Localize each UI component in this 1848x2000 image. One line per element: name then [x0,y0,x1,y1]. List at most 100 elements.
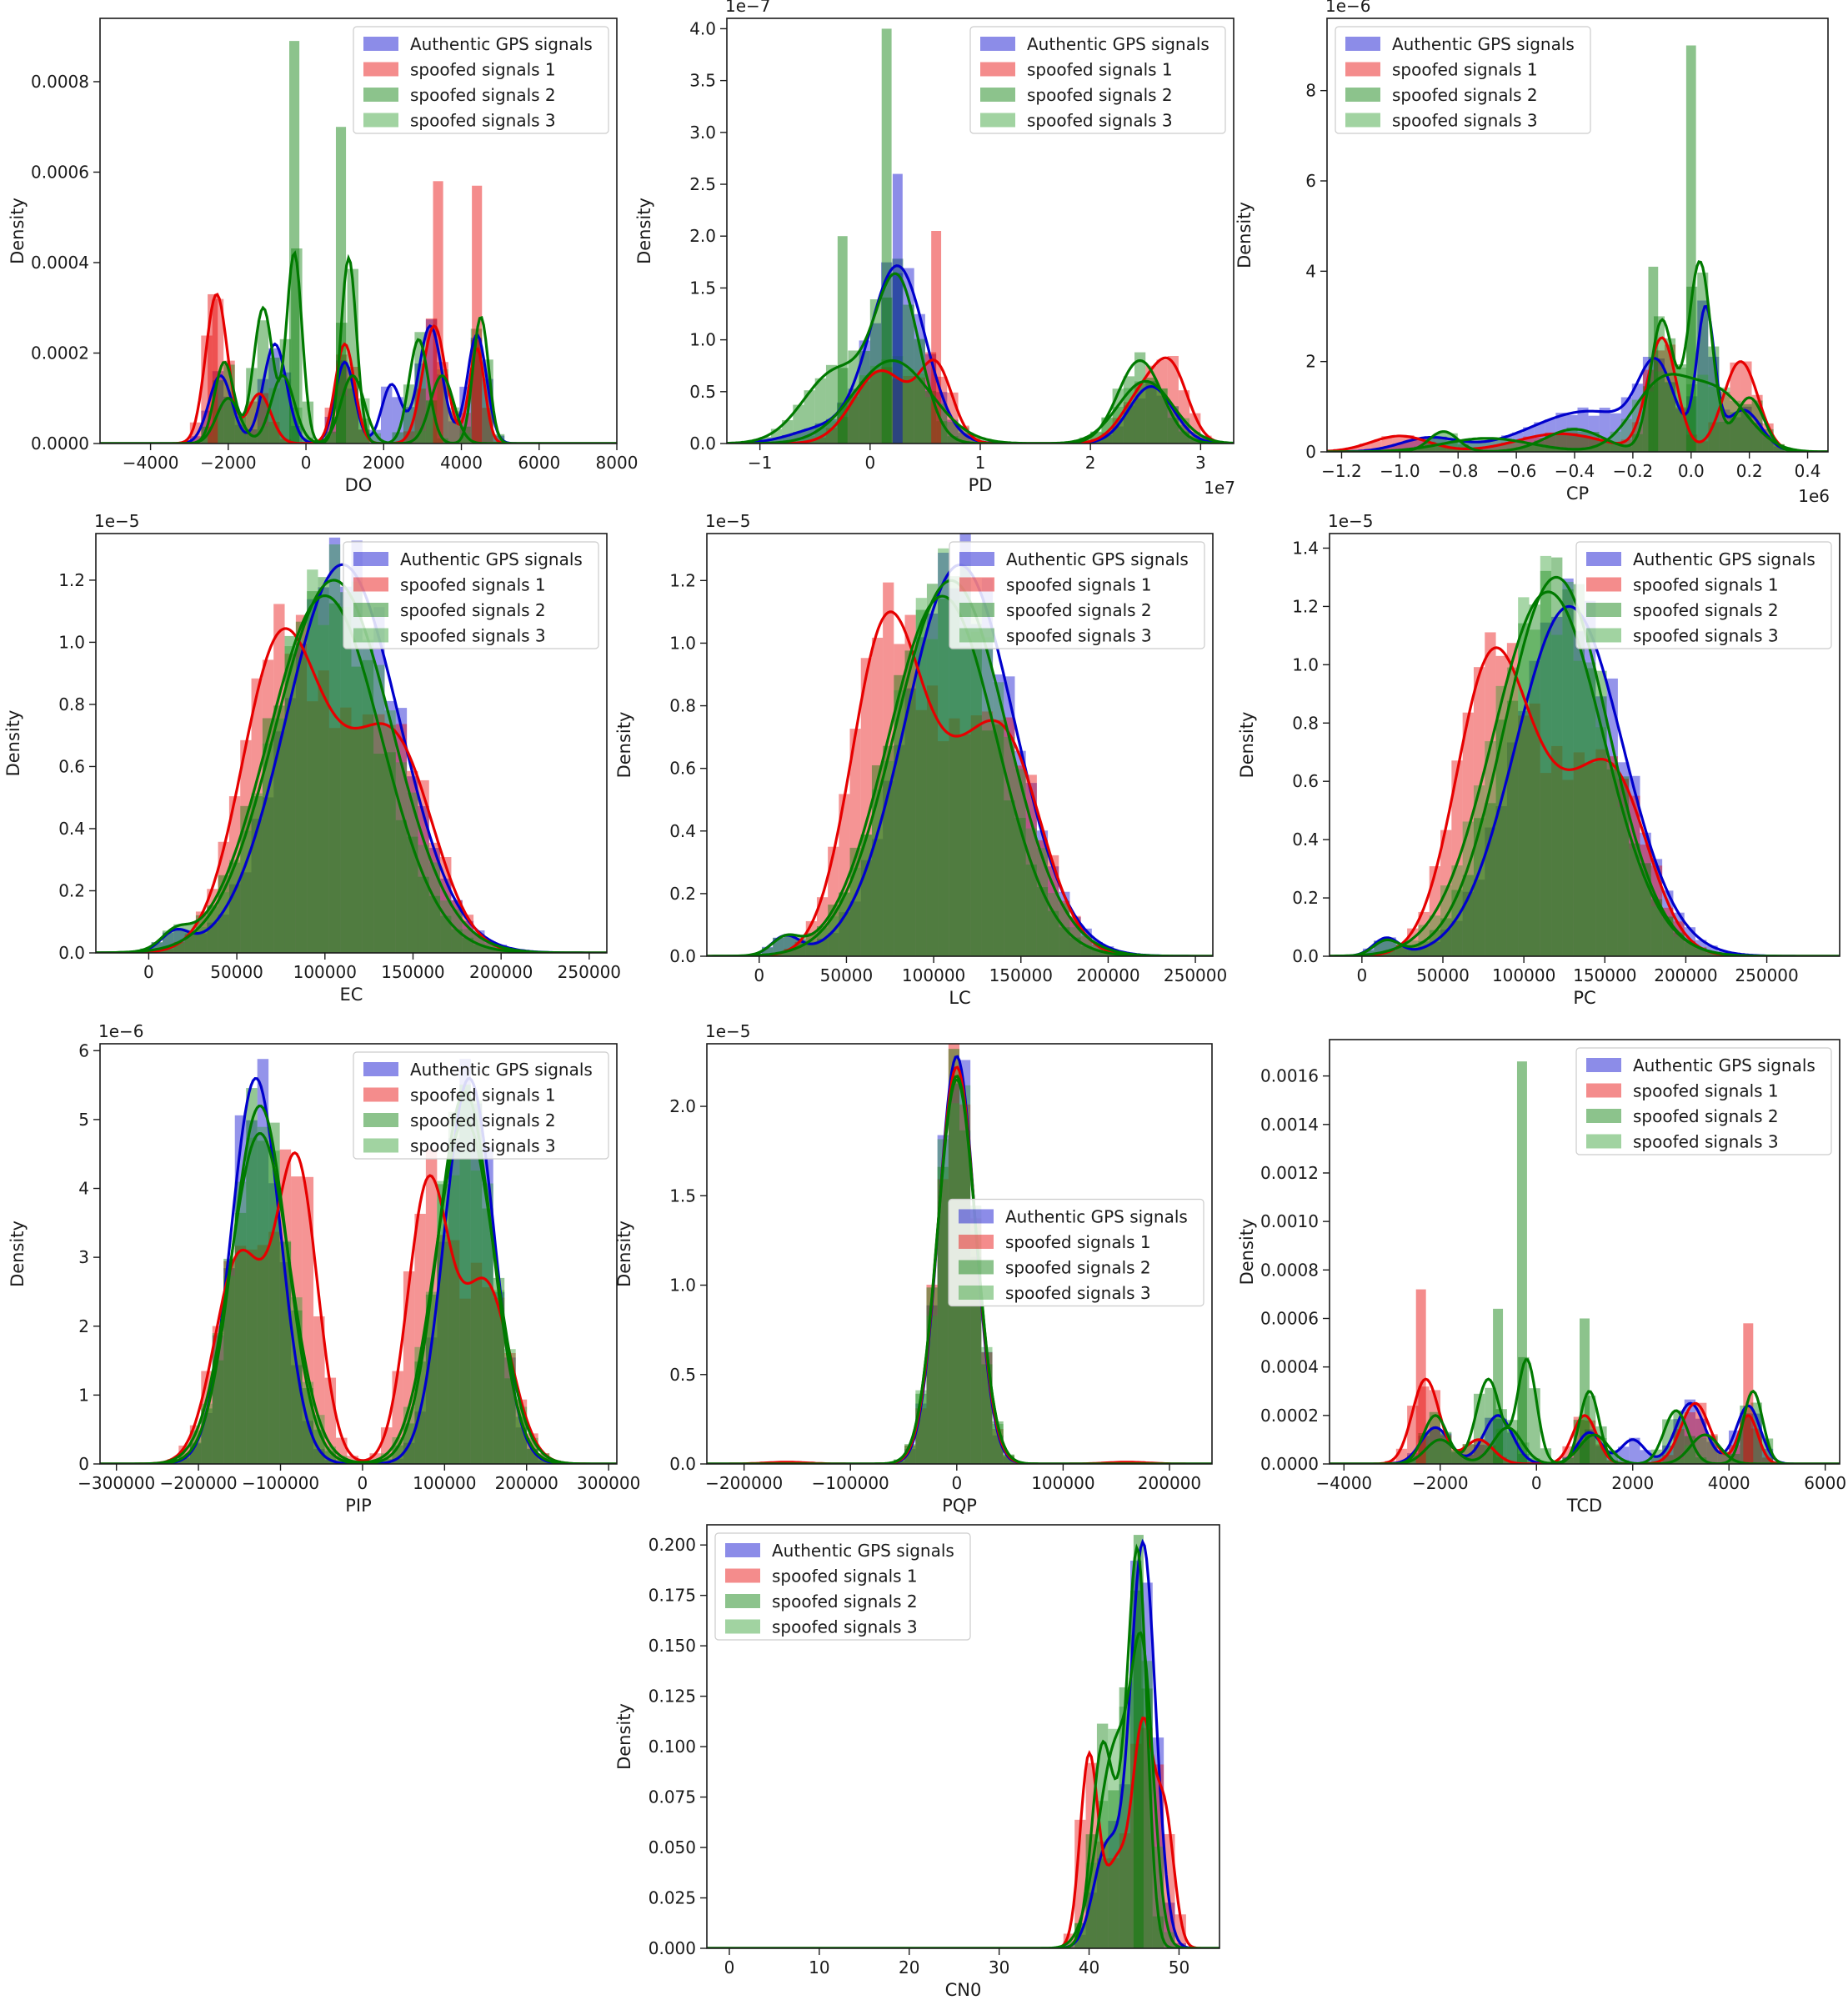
histogram-bar [1540,555,1552,956]
histogram-bar [1451,920,1463,956]
histogram-bar [318,670,329,953]
legend-label: Authentic GPS signals [1005,1206,1188,1226]
bars-series-3 [750,576,1125,956]
y-tick-label: 0.0 [58,943,85,963]
histogram-bar [218,892,229,953]
histogram-bar [1617,806,1630,956]
histogram-bar [340,586,352,953]
histogram-bar [328,603,341,953]
legend-swatch [363,113,398,128]
histogram-bar [462,929,474,953]
y-tick-label: 0.0000 [31,434,89,454]
legend-label: Authentic GPS signals [1392,34,1575,54]
histogram-bar [1518,715,1530,956]
histogram-bar [1392,444,1404,452]
x-tick-label: 0.4 [1795,461,1821,481]
histogram-bar [1665,382,1676,452]
y-axis-label: Density [1235,202,1255,268]
histogram-bar [1595,696,1607,956]
legend-swatch [1586,1083,1621,1098]
y-tick-label: 8 [1305,81,1316,101]
histogram-bar [883,760,894,956]
histogram-bar [1495,806,1507,956]
legend-label: spoofed signals 1 [1005,1232,1151,1252]
histogram-bar [251,819,263,953]
histogram-bar-peak [433,181,443,444]
histogram-bar [993,682,1004,956]
legend-frame [969,26,1226,134]
legend-label: Authentic GPS signals [410,1060,593,1080]
histogram-bar [1617,1460,1630,1464]
histogram-bar [212,1360,224,1464]
y-tick-label: 1.0 [58,632,85,652]
chart-pc: 0 50000 100000 150000 200000 250000 0.0 0.2 0.4 0… [1237,511,1840,1008]
histogram-bar [328,544,341,953]
legend-label: spoofed signals 1 [1392,60,1538,80]
histogram-bar-peak [472,185,483,444]
histogram-bar [504,1378,516,1464]
histogram-bar [883,780,894,956]
histogram-bar [1540,773,1552,956]
histogram-bar [1004,800,1015,956]
histogram-bar [223,1261,235,1464]
histogram-bar [1025,865,1037,956]
chart-ec: 0 50000 100000 150000 200000 250000 0.0 0.2 0.4 0… [3,511,621,1005]
histogram-bar [1130,1590,1142,1948]
histogram-bar [981,578,994,956]
legend-swatch [959,1209,994,1224]
histogram-bar [1573,752,1585,956]
x-tick-label: 50000 [210,962,263,982]
histogram-bar [218,914,229,953]
histogram-bar [1069,927,1081,956]
histogram-bar [970,1256,982,1464]
histogram-bar [1555,448,1567,452]
histogram-bar [1048,893,1059,956]
histogram-bar [1740,361,1752,452]
histogram-bar [347,1456,358,1464]
histogram-bar [1620,419,1632,452]
histogram-bar [1665,382,1676,452]
histogram-bar [949,576,960,956]
y-tick-label: 0.0012 [1260,1163,1319,1183]
histogram-bar [1610,443,1621,452]
histogram-bar [189,436,202,444]
histogram-bar [428,862,441,953]
x-axis-label: CP [1566,484,1589,504]
histogram-bar [1134,398,1146,444]
histogram-bar [418,876,429,953]
x-tick-label: −4000 [1315,1473,1372,1493]
histogram-bar [246,1088,258,1464]
x-tick-label: 300000 [577,1473,640,1493]
y-axis-label: Density [614,1703,634,1770]
y-exponent-label: 1e−7 [725,0,771,16]
histogram-bar [914,373,925,444]
histogram-bar [993,724,1004,956]
histogram-bar [1585,668,1596,956]
histogram-bar [959,646,971,956]
histogram-bar [470,1170,483,1464]
histogram-bar [195,933,208,953]
histogram-bar [1429,930,1441,956]
legend-swatch [1345,37,1380,51]
histogram-bar [1606,678,1618,956]
histogram-bar [418,805,429,953]
histogram-bar [1686,383,1698,452]
histogram-bar [1414,447,1425,452]
kde-line-series-4 [100,1118,617,1464]
histogram-bar [1629,843,1640,956]
legend-frame [714,1532,971,1641]
histogram-bar [362,639,374,953]
histogram-bar [1108,1728,1119,1948]
histogram-bar [914,338,925,444]
histogram-bar [437,1184,448,1464]
legend-swatch [980,113,1015,128]
histogram-bar [279,439,292,444]
histogram-bar [437,1180,448,1464]
legend-swatch [353,603,388,617]
y-tick-label: 0 [78,1454,89,1474]
histogram-bar [1130,1743,1142,1948]
histogram-bar-peak [892,173,903,444]
histogram-bar [1562,578,1574,956]
histogram-bar [1529,703,1540,956]
histogram-bar [782,434,794,444]
